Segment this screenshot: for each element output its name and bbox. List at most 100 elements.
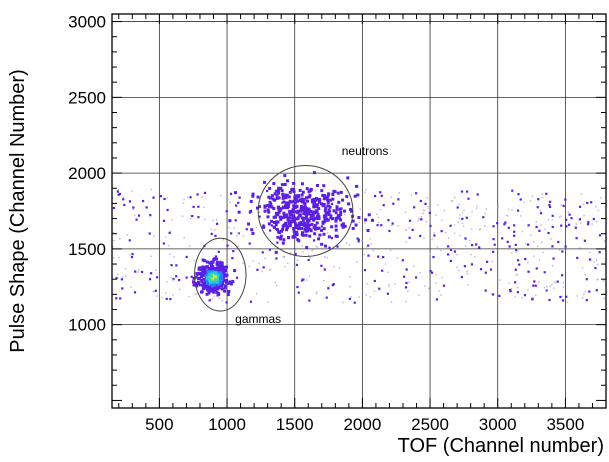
data-point: [293, 216, 297, 220]
data-point: [543, 271, 546, 274]
data-point: [210, 228, 212, 230]
data-point: [268, 268, 271, 271]
data-point: [126, 234, 128, 236]
data-point: [550, 238, 552, 240]
data-point: [582, 297, 584, 299]
data-point: [343, 209, 347, 213]
data-point: [297, 194, 301, 198]
data-point: [219, 262, 223, 266]
data-point: [202, 271, 206, 275]
data-point: [369, 238, 372, 240]
data-point: [321, 193, 325, 197]
data-point: [200, 274, 204, 278]
data-point: [208, 278, 212, 282]
data-point: [461, 212, 464, 214]
data-point: [272, 206, 276, 210]
data-point: [397, 198, 400, 201]
data-point: [349, 207, 353, 211]
data-point: [559, 295, 562, 299]
data-point: [220, 266, 224, 270]
data-point: [175, 264, 178, 267]
data-point: [299, 205, 303, 209]
data-point: [428, 211, 431, 215]
data-point: [424, 285, 426, 287]
data-point: [539, 212, 543, 215]
data-point: [311, 213, 315, 217]
data-point: [326, 194, 330, 198]
data-point: [490, 293, 493, 295]
data-point: [535, 294, 537, 297]
data-point: [335, 205, 339, 209]
data-point: [462, 225, 465, 227]
data-point: [141, 199, 145, 203]
data-point: [218, 297, 220, 299]
data-point: [453, 232, 456, 234]
data-point: [332, 209, 336, 213]
data-point: [561, 274, 564, 277]
data-point: [305, 199, 309, 203]
data-point: [324, 244, 328, 248]
data-point: [530, 234, 532, 236]
data-point: [212, 276, 216, 280]
data-point: [511, 189, 514, 192]
data-point: [292, 181, 296, 185]
data-point: [541, 193, 544, 195]
data-point: [317, 226, 321, 230]
data-point: [302, 205, 306, 209]
data-point: [370, 218, 374, 222]
data-point: [351, 219, 355, 223]
data-point: [307, 207, 311, 211]
data-point: [527, 224, 530, 227]
data-point: [313, 199, 317, 203]
data-point: [196, 193, 199, 196]
data-point: [380, 224, 383, 227]
data-point: [407, 290, 409, 292]
data-point: [264, 257, 266, 259]
data-point: [274, 189, 278, 193]
data-point: [226, 281, 230, 285]
data-point: [323, 195, 327, 199]
data-point: [312, 217, 316, 221]
data-point: [293, 201, 297, 205]
data-point: [279, 217, 283, 221]
data-point: [350, 296, 352, 298]
data-point: [534, 284, 537, 287]
data-point: [148, 278, 152, 281]
data-point: [284, 204, 288, 208]
data-point: [334, 211, 338, 215]
data-point: [301, 231, 305, 235]
data-point: [319, 202, 323, 206]
data-point: [498, 294, 501, 298]
data-point: [233, 227, 235, 229]
data-point: [213, 229, 216, 231]
data-point: [225, 273, 229, 277]
data-point: [322, 197, 326, 201]
data-point: [309, 209, 313, 213]
data-point: [201, 196, 203, 198]
data-point: [329, 198, 333, 202]
data-point: [436, 246, 438, 248]
data-point: [558, 216, 561, 218]
data-point: [508, 245, 511, 248]
data-point: [266, 215, 270, 219]
data-point: [358, 296, 360, 298]
data-point: [276, 205, 280, 209]
data-point: [227, 198, 229, 201]
data-point: [516, 273, 519, 276]
data-point: [514, 243, 517, 247]
data-point: [429, 270, 432, 273]
data-point: [277, 211, 281, 215]
data-point: [301, 190, 305, 194]
data-point: [497, 206, 500, 208]
data-point: [603, 297, 605, 300]
data-point: [279, 207, 283, 211]
data-point: [527, 270, 530, 273]
data-point: [353, 301, 356, 304]
data-point: [423, 237, 425, 239]
data-point: [426, 197, 429, 199]
data-point: [513, 234, 516, 237]
data-point: [299, 220, 303, 224]
data-point: [447, 237, 450, 239]
data-point: [315, 183, 319, 187]
data-point: [225, 265, 229, 269]
